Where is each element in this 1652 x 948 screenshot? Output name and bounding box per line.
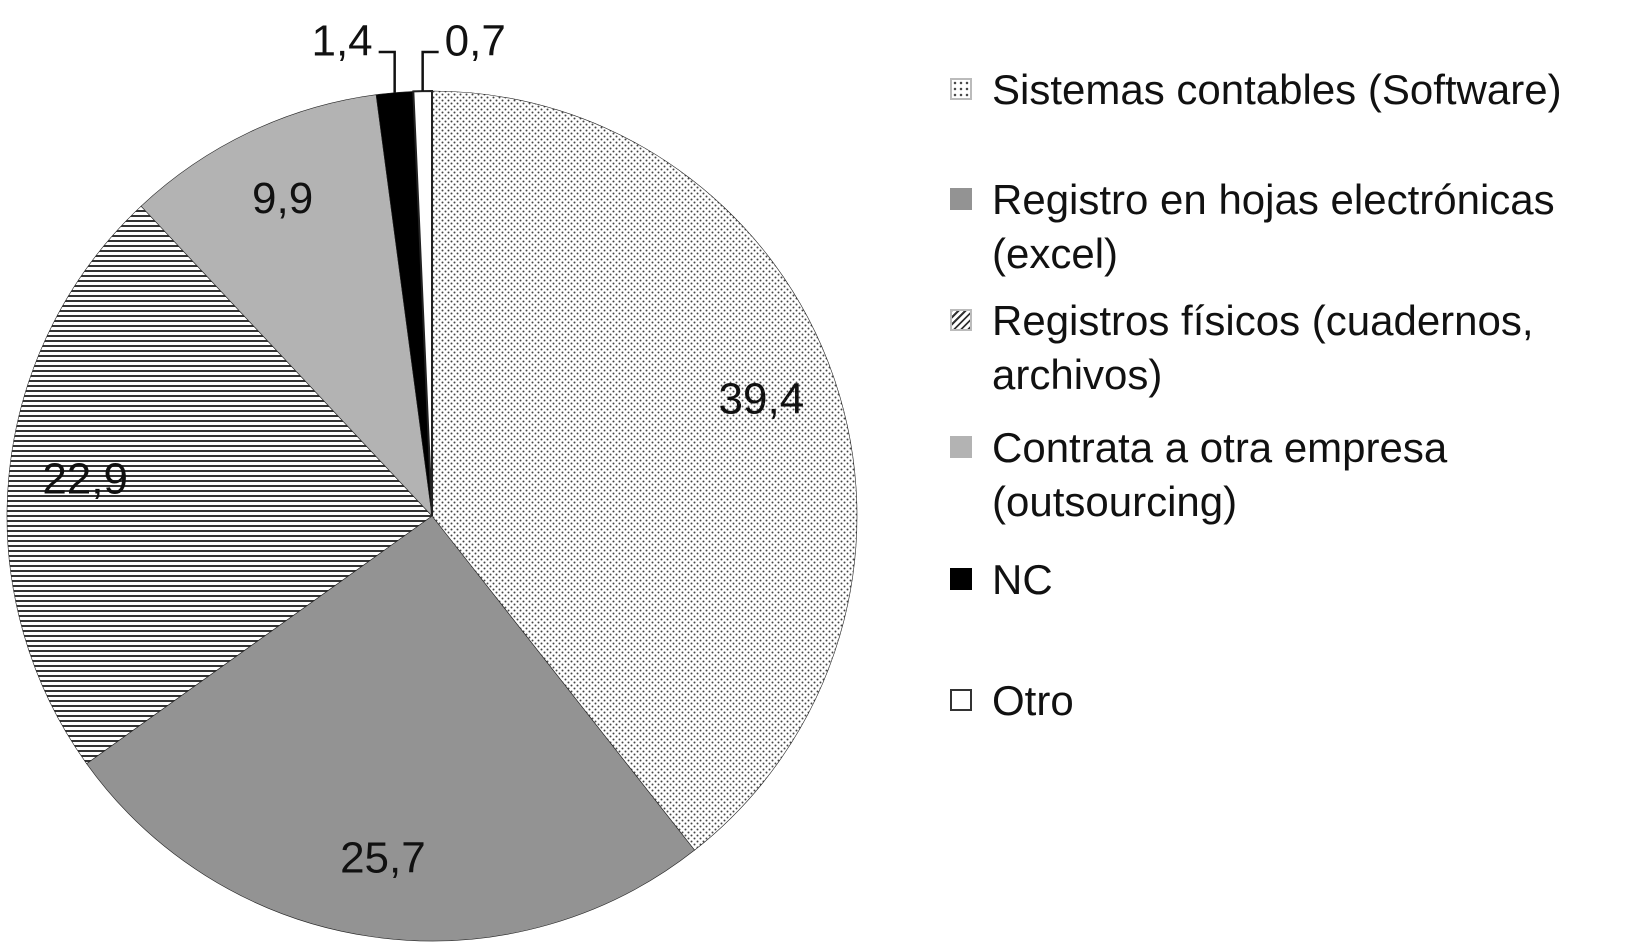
legend-swatch: [950, 689, 972, 711]
legend-item: Registro en hojas electrónicas (excel): [950, 173, 1650, 281]
pie-slice: [431, 90, 858, 851]
data-label: 0,7: [445, 17, 506, 66]
legend-swatch: [950, 78, 972, 100]
legend-item: Registros físicos (cuadernos, archivos): [950, 294, 1650, 402]
pie-slice: [140, 94, 433, 517]
pie-chart: 39,4 25,7 22,9 9,9 1,4 0,7: [6, 17, 858, 942]
legend-swatch: [950, 568, 972, 590]
legend-label: Registros físicos (cuadernos, archivos): [992, 297, 1534, 398]
legend-item: Contrata a otra empresa (outsourcing): [950, 421, 1650, 529]
legend-label: NC: [992, 556, 1053, 603]
legend-item: NC: [950, 553, 1650, 607]
legend-swatch: [950, 309, 972, 331]
legend-swatch: [950, 436, 972, 458]
legend-label: Registro en hojas electrónicas (excel): [992, 176, 1555, 277]
data-label: 22,9: [42, 455, 128, 504]
leader-line: [421, 50, 439, 92]
data-label: 1,4: [311, 17, 372, 66]
legend-label: Sistemas contables (Software): [992, 66, 1562, 113]
legend-label: Otro: [992, 677, 1074, 724]
data-label: 9,9: [252, 174, 313, 223]
leader-line: [378, 50, 396, 93]
pie-slice: [86, 515, 696, 942]
legend-item: Otro: [950, 674, 1650, 728]
data-label: 25,7: [340, 834, 426, 883]
legend-swatch: [950, 188, 972, 210]
pie-slice: [6, 205, 433, 765]
legend-item: Sistemas contables (Software): [950, 63, 1650, 117]
legend-label: Contrata a otra empresa (outsourcing): [992, 424, 1448, 525]
pie-slice: [412, 89, 433, 517]
data-label: 39,4: [719, 375, 805, 424]
